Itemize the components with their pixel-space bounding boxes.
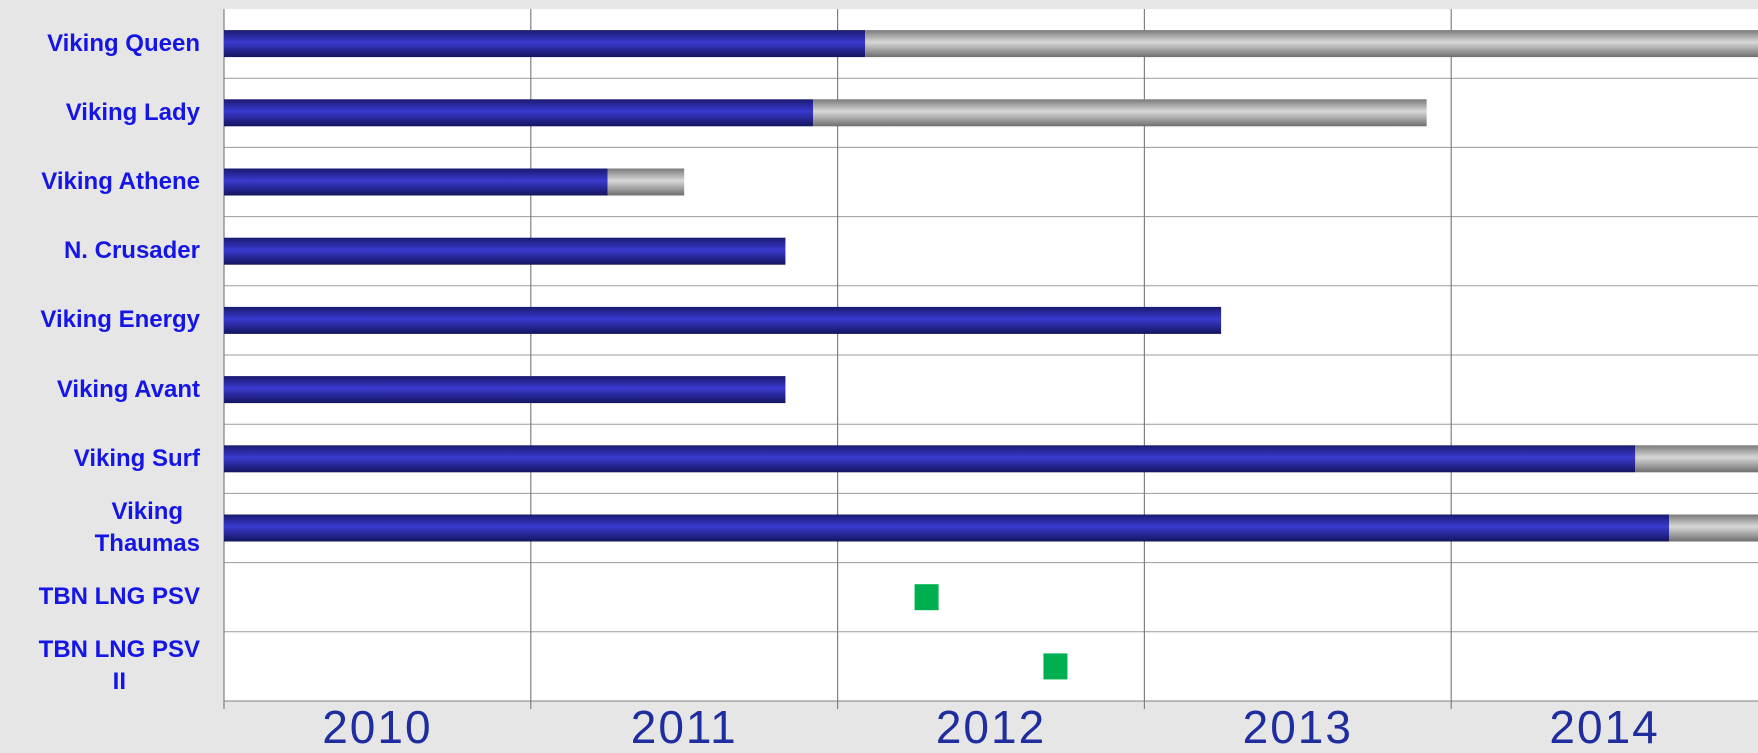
row-label: Viking Athene — [0, 147, 200, 216]
row-label-text: Viking Avant — [56, 375, 200, 403]
bar-segment — [224, 168, 608, 196]
row-label-text: TBN LNG PSV II — [38, 636, 200, 696]
row-label: TBN LNG PSV — [0, 563, 200, 632]
row-label-text: Viking Surf — [73, 444, 200, 472]
row-label-text: Viking Thaumas — [94, 497, 200, 557]
row-label-text: Viking Queen — [47, 29, 200, 57]
bar-segment — [224, 445, 1636, 473]
x-tick-label: 2012 — [936, 701, 1046, 753]
x-tick-label: 2011 — [631, 701, 738, 753]
bar-segment — [813, 99, 1427, 127]
bar-segment — [224, 306, 1222, 334]
x-tick-label: 2010 — [322, 701, 432, 753]
row-label-text: Viking Athene — [41, 167, 200, 195]
milestone — [1043, 653, 1068, 680]
row-label-text: TBN LNG PSV — [38, 583, 200, 611]
bar-segment — [865, 30, 1758, 58]
bar-segment — [607, 168, 685, 196]
bar-segment — [1669, 514, 1758, 542]
x-tick-label: 2014 — [1549, 701, 1659, 753]
row-label: Viking Avant — [0, 355, 200, 424]
bar-segment — [224, 376, 786, 404]
milestone — [914, 584, 939, 611]
bar-segment — [1635, 445, 1758, 473]
row-label-text: Viking Energy — [40, 306, 200, 334]
row-label: TBN LNG PSV II — [0, 632, 200, 701]
row-label-text: Viking Lady — [65, 98, 200, 126]
x-tick-label: 2013 — [1243, 701, 1353, 753]
bar-segment — [224, 514, 1670, 542]
row-label-text: N. Crusader — [63, 237, 200, 265]
row-label: Viking Surf — [0, 424, 200, 493]
row-label: Viking Energy — [0, 286, 200, 355]
bar-segment — [224, 30, 866, 58]
bar-segment — [224, 99, 814, 127]
row-label: Viking Lady — [0, 78, 200, 147]
row-label: Viking Queen — [0, 9, 200, 78]
row-label: N. Crusader — [0, 217, 200, 286]
row-label: Viking Thaumas — [0, 493, 200, 562]
bar-segment — [224, 237, 786, 265]
